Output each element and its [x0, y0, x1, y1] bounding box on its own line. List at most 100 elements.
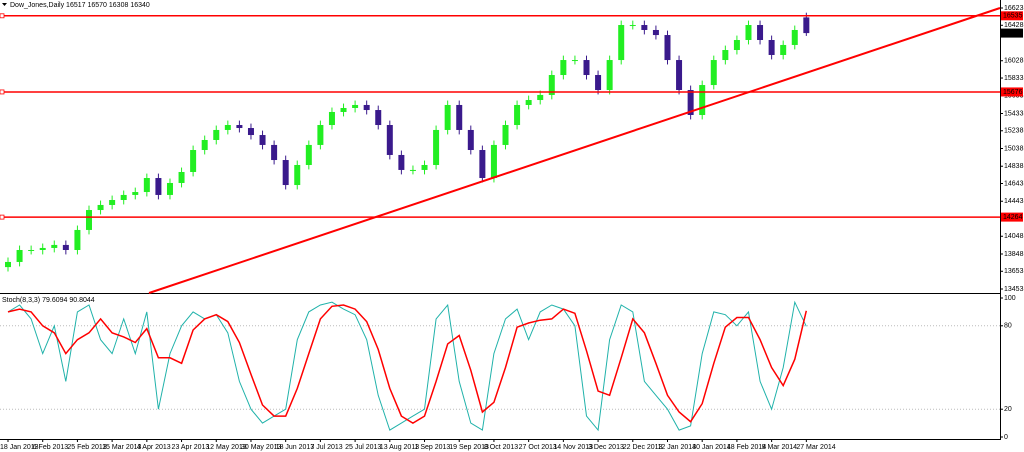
x-tick-label: 8 Oct 2013	[484, 444, 518, 451]
candle-body	[571, 60, 578, 62]
candle-body	[456, 104, 463, 130]
candle-body	[745, 25, 752, 41]
x-tick-label: 7 Jul 2013	[310, 444, 342, 451]
candle-body	[294, 164, 301, 186]
candle-body	[363, 104, 370, 111]
y-tick-label: 15038	[1004, 145, 1024, 152]
candle-body	[340, 107, 347, 112]
candle-body	[514, 104, 521, 126]
y-tick-label: 16428	[1004, 22, 1024, 29]
x-tick-label: 18 Jan 2013	[0, 444, 39, 451]
x-tick-label: 15 Mar 2013	[102, 444, 141, 451]
y-tick-label: 14443	[1004, 198, 1024, 205]
candle-body	[386, 125, 393, 155]
candle-body	[28, 249, 35, 251]
level-anchor	[0, 214, 5, 220]
candle-body	[155, 178, 162, 195]
level-price-label: 14264	[1003, 214, 1023, 221]
y-tick-label: 15238	[1004, 128, 1024, 135]
candle-body	[606, 60, 613, 90]
candle-body	[791, 29, 798, 45]
candle-body	[236, 125, 243, 129]
candle-body	[85, 210, 92, 230]
symbol-name: Dow_Jones,Daily	[10, 2, 65, 9]
x-tick-label: 12 Jan 2014	[657, 444, 696, 451]
y-tick-label: 20	[1004, 406, 1012, 413]
y-tick-label: 100	[1004, 295, 1016, 302]
candle-body	[768, 40, 775, 55]
candle-body	[595, 75, 602, 90]
y-tick-label: 13653	[1004, 268, 1024, 275]
candle-body	[190, 150, 197, 172]
x-tick-label: 12 May 2013	[206, 444, 247, 451]
candle-body	[618, 25, 625, 61]
x-tick-label: 18 Feb 2014	[727, 444, 766, 451]
indicator-value: 90.8044	[69, 297, 94, 304]
candle-body	[409, 169, 416, 171]
level-price-box	[1001, 87, 1023, 97]
candle-body	[305, 144, 312, 165]
candle-body	[247, 128, 254, 136]
y-tick-label: 15433	[1004, 110, 1024, 117]
candle-body	[39, 247, 46, 250]
level-anchor	[0, 13, 5, 19]
candle-body	[479, 150, 486, 179]
candle-body	[143, 178, 150, 193]
candle-body	[733, 40, 740, 51]
candle-body	[16, 249, 23, 262]
candle-body	[803, 17, 810, 34]
candle-body	[328, 111, 335, 126]
y-tick-label: 13848	[1004, 251, 1024, 258]
level-anchor	[0, 89, 5, 95]
candle-body	[224, 125, 231, 130]
candle-body	[722, 50, 729, 61]
candle-body	[490, 144, 497, 179]
x-tick-label: 4 Apr 2013	[137, 444, 171, 451]
x-tick-label: 30 Jan 2014	[692, 444, 731, 451]
trendline	[148, 7, 1001, 294]
x-tick-label: 6 Feb 2013	[33, 444, 69, 451]
y-tick-label: 15833	[1004, 75, 1024, 82]
y-tick-label: 14048	[1004, 233, 1024, 240]
candle-body	[710, 60, 717, 86]
candle-body	[5, 261, 11, 268]
indicator-value: 79.6094	[42, 297, 67, 304]
x-tick-label: 13 Aug 2013	[380, 444, 419, 451]
x-tick-label: 9 Mar 2014	[762, 444, 798, 451]
candle-body	[687, 89, 694, 115]
current-price-box	[1001, 28, 1023, 38]
header-open: 16517	[66, 2, 86, 9]
candle-body	[629, 25, 636, 27]
symbol-header: Dow_Jones,Daily 16517 16570 16308 16340	[10, 2, 150, 9]
candle-body	[525, 100, 532, 105]
candle-body	[62, 244, 69, 250]
candle-body	[757, 25, 764, 41]
candle-body	[282, 160, 289, 186]
candle-body	[676, 60, 683, 90]
candle-body	[560, 60, 567, 76]
x-tick-label: 27 Oct 2013	[519, 444, 557, 451]
x-tick-label: 3 Dec 2013	[588, 444, 624, 451]
candle-body	[51, 244, 58, 248]
indicator-line	[7, 304, 808, 424]
level-price-label: 16535	[1003, 13, 1023, 20]
indicator-name: Stoch(8,3,3)	[2, 297, 40, 304]
candle-body	[467, 129, 474, 151]
candle-body	[201, 139, 208, 151]
candle-body	[317, 125, 324, 145]
candle-body	[120, 194, 127, 201]
candle-body	[74, 229, 81, 250]
plot-layer	[0, 7, 1003, 442]
current-price-label: 16340	[1003, 30, 1023, 37]
candle-body	[433, 129, 440, 165]
symbol-menu-arrow[interactable]	[2, 3, 7, 6]
candle-body	[375, 110, 382, 126]
candle-body	[398, 154, 405, 170]
candle-body	[166, 182, 173, 195]
candle-body	[652, 29, 659, 36]
candle-body	[664, 35, 671, 61]
x-tick-label: 19 Sep 2013	[449, 444, 489, 451]
candle-body	[699, 85, 706, 115]
x-tick-label: 18 Jun 2013	[276, 444, 315, 451]
